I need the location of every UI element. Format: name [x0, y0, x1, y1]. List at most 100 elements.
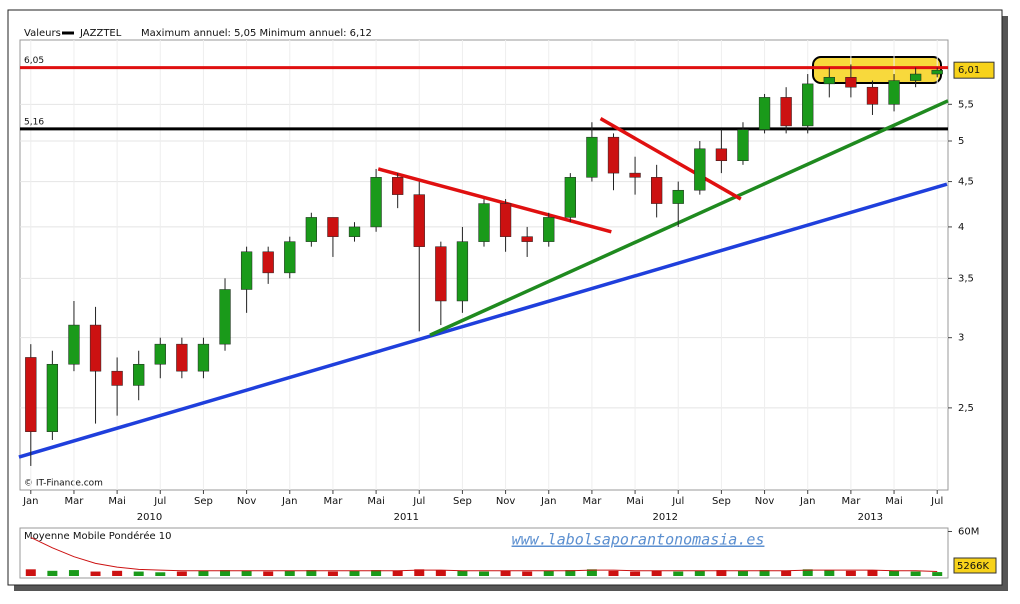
volume-title: Moyenne Mobile Pondérée 10 [24, 530, 172, 542]
candle-body [327, 217, 339, 237]
volume-bar [306, 570, 317, 576]
volume-bar [845, 570, 856, 576]
volume-bar [392, 570, 403, 576]
year-label: 2010 [137, 512, 162, 523]
x-tick-label: Sep [453, 496, 472, 507]
volume-ma [30, 536, 938, 573]
volume-bar [90, 571, 101, 576]
y-tick-label: 2,5 [958, 403, 974, 414]
candle-body [219, 289, 231, 345]
volume-bar [522, 571, 533, 576]
trend-line [429, 99, 949, 337]
candle-body [737, 129, 749, 162]
x-tick-label: Mai [626, 496, 644, 507]
volume-bar [716, 570, 727, 576]
x-tick-label: Jul [153, 496, 166, 507]
volume-bar [867, 570, 878, 576]
candle-body [823, 77, 835, 85]
x-tick-label: Nov [496, 496, 516, 507]
trend-line [377, 167, 612, 234]
x-tick-label: Mai [367, 496, 385, 507]
candle-body [240, 251, 253, 290]
y-tick-label: 3 [958, 333, 964, 344]
x-tick-label: Jan [540, 496, 556, 507]
trend-line [599, 117, 742, 201]
y-tick-label: 4 [958, 222, 964, 233]
volume-bar [630, 571, 641, 576]
level-label: 5,16 [24, 117, 44, 127]
candle-body [866, 86, 879, 105]
volume-bar [133, 571, 144, 576]
volume-bar [802, 569, 813, 576]
candle-body [715, 148, 728, 162]
x-tick-label: Nov [755, 496, 775, 507]
volume-panel [19, 527, 949, 579]
candle-body [176, 343, 188, 372]
volume-bar [543, 570, 554, 576]
x-tick-label: Mai [885, 496, 903, 507]
volume-bar [694, 570, 705, 576]
candle-body [25, 357, 37, 432]
candle-body [413, 194, 425, 247]
legend-entry: JAZZTEL [79, 28, 122, 39]
year-label: 2012 [653, 512, 678, 523]
subtitle: Maximum annuel: 5,05 Minimum annuel: 6,1… [141, 28, 372, 39]
volume-bar [651, 570, 662, 576]
candle-body [694, 148, 706, 191]
x-tick-label: Nov [237, 496, 257, 507]
x-tick-label: Sep [712, 496, 731, 507]
volume-bar [198, 570, 209, 576]
x-tick-label: Jan [22, 496, 38, 507]
x-tick-label: Mar [65, 496, 85, 507]
candle-body [111, 370, 123, 386]
x-tick-label: Jul [412, 496, 425, 507]
candle-body [521, 236, 533, 242]
volume-bar [457, 570, 468, 576]
candle-body [672, 189, 684, 204]
volume-tick-label: 60M [958, 526, 979, 537]
volume-bar [112, 570, 123, 576]
x-tick-label: Sep [194, 496, 213, 507]
candle-body [629, 172, 641, 178]
volume-bar [608, 570, 619, 576]
volume-bar [781, 570, 792, 576]
candle-body [780, 97, 792, 127]
x-tick-label: Jan [799, 496, 815, 507]
candle-body [89, 324, 102, 372]
volume-bar [25, 569, 36, 576]
candle-body [370, 177, 382, 228]
volume-bar [586, 569, 597, 576]
candle-body [154, 343, 166, 365]
price-panel [19, 39, 949, 491]
volume-bar [371, 570, 382, 576]
candle-body [564, 177, 576, 218]
volume-bar [500, 570, 511, 576]
x-tick-label: Jul [930, 496, 943, 507]
volume-bar [155, 572, 166, 576]
candle-body [909, 73, 922, 81]
candle-body [46, 363, 59, 432]
candle-body [888, 80, 900, 105]
volume-bar [327, 571, 338, 576]
volume-bar [68, 570, 79, 576]
volume-bar [759, 570, 770, 576]
volume-bar [673, 571, 684, 576]
candle-body [348, 226, 361, 237]
x-tick-label: Mai [108, 496, 126, 507]
volume-last-box [953, 557, 997, 574]
y-tick-label: 5,5 [958, 99, 974, 110]
candle-body [931, 69, 943, 75]
volume-bar [479, 571, 489, 576]
y-tick-label: 5 [958, 136, 964, 147]
year-label: 2011 [394, 512, 419, 523]
volume-bar [414, 569, 425, 576]
x-tick-label: Mar [323, 496, 343, 507]
candle-body [758, 97, 771, 130]
candle-body [586, 136, 598, 178]
volume-bar [435, 570, 446, 576]
candle-body [845, 77, 857, 88]
y-tick-label: 4,5 [958, 177, 974, 188]
last-price-label: 6,01 [958, 65, 980, 76]
volume-bar [176, 571, 187, 576]
volume-bar [565, 570, 576, 576]
